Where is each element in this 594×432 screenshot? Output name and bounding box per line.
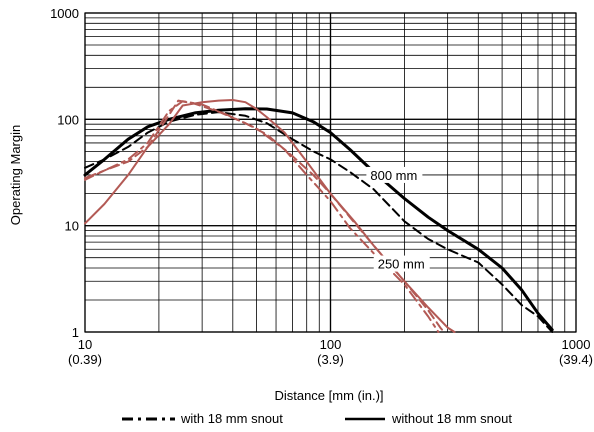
series-line-0 bbox=[83, 107, 554, 332]
y-axis-title: Operating Margin bbox=[8, 125, 23, 225]
x-tick-sublabel: (0.39) bbox=[68, 352, 102, 367]
y-tick-label: 1000 bbox=[50, 6, 79, 21]
series-line-3 bbox=[84, 99, 445, 333]
x-tick-label: 10 bbox=[78, 337, 92, 352]
x-tick-label: 100 bbox=[320, 337, 342, 352]
plot-frame bbox=[84, 12, 577, 333]
series-group bbox=[83, 99, 554, 333]
y-tick-label: 10 bbox=[65, 219, 79, 234]
series-line-1 bbox=[84, 111, 554, 333]
y-tick-label: 1 bbox=[72, 325, 79, 340]
x-tick-label: 1000 bbox=[562, 337, 591, 352]
x-tick-sublabel: (3.9) bbox=[317, 352, 344, 367]
x-axis-title: Distance [mm (in.)] bbox=[274, 388, 383, 403]
annotation-250mm-background bbox=[373, 255, 430, 272]
annotation-800mm-background bbox=[366, 166, 423, 183]
legend: with 18 mm snout without 18 mm snout bbox=[122, 411, 512, 426]
annotation-800mm: 800 mm bbox=[370, 168, 417, 183]
grid bbox=[84, 12, 577, 333]
x-tick-sublabel: (39.4) bbox=[559, 352, 593, 367]
annotation-250mm: 250 mm bbox=[378, 257, 425, 272]
legend-label-with-snout: with 18 mm snout bbox=[180, 411, 283, 426]
annotations: 800 mm 250 mm bbox=[366, 166, 430, 272]
legend-label-without-snout: without 18 mm snout bbox=[391, 411, 512, 426]
y-tick-label: 100 bbox=[57, 112, 79, 127]
